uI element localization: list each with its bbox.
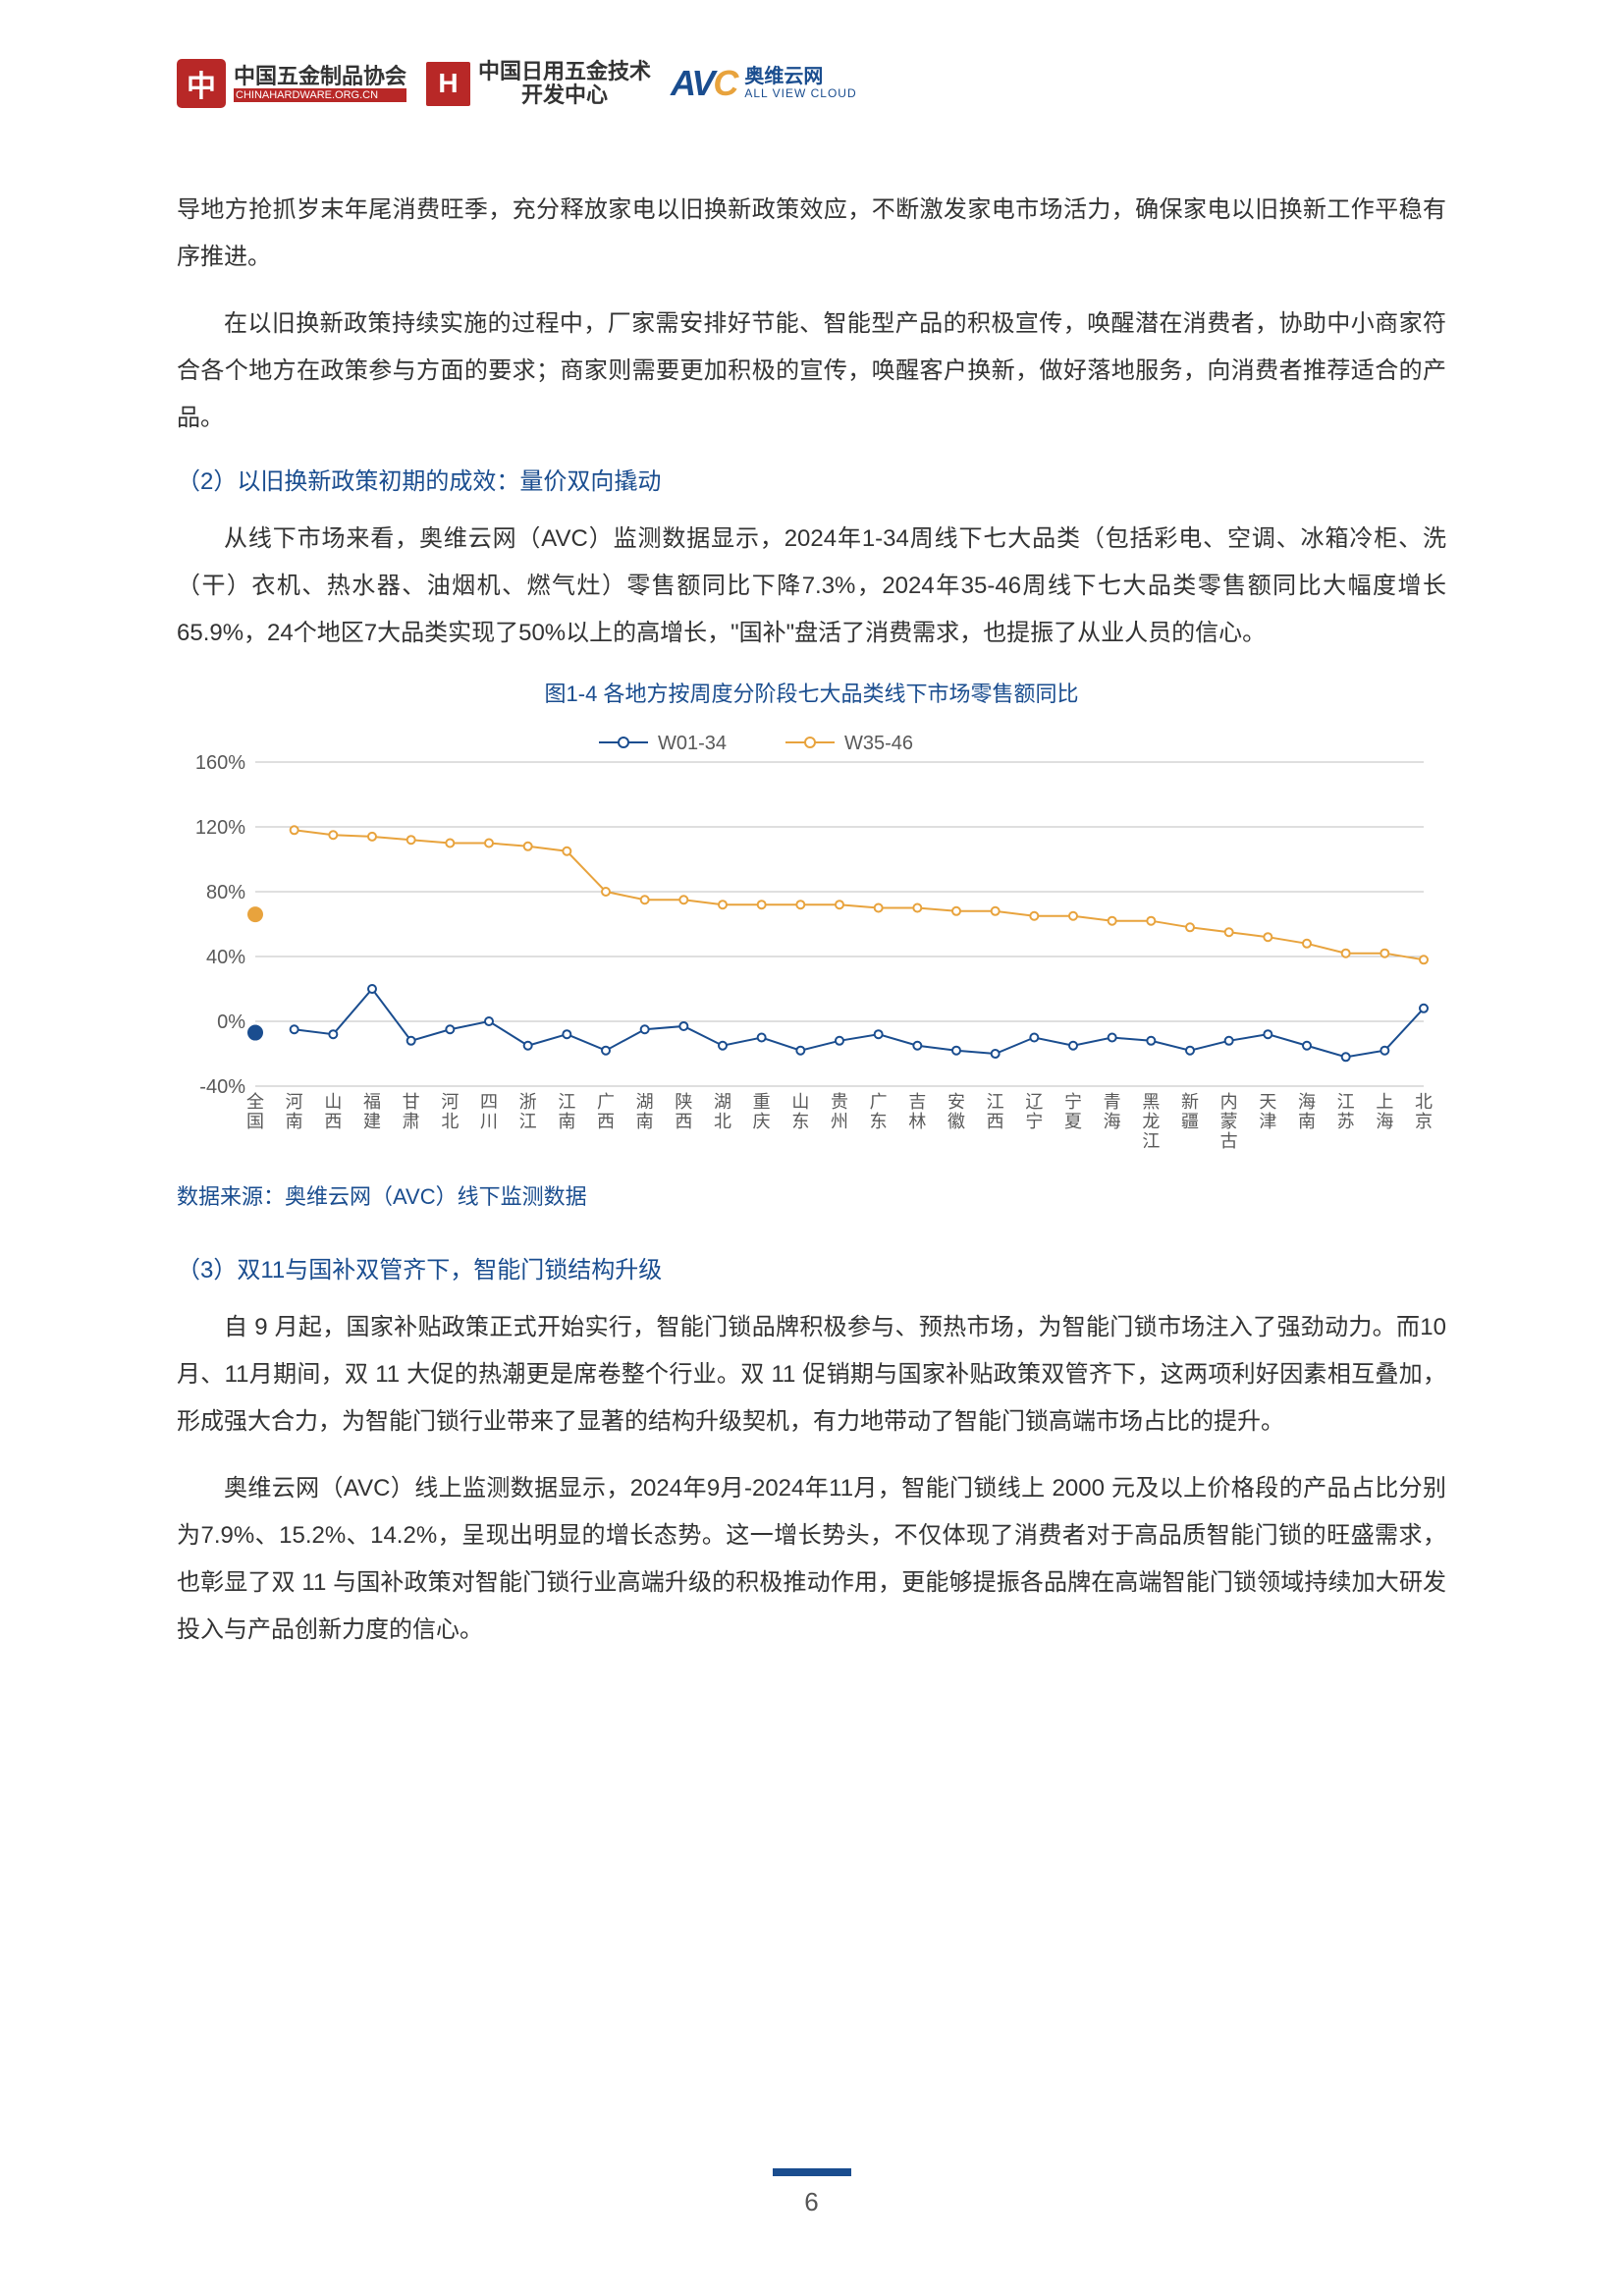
svg-text:南: 南: [636, 1112, 654, 1131]
svg-text:西: 西: [987, 1112, 1004, 1131]
svg-text:四: 四: [480, 1092, 498, 1112]
svg-text:内: 内: [1220, 1092, 1238, 1112]
svg-text:津: 津: [1259, 1112, 1276, 1131]
svg-text:北: 北: [441, 1112, 459, 1131]
svg-text:湖: 湖: [714, 1092, 731, 1112]
avc-letters: AVC: [671, 63, 736, 104]
svg-text:广: 广: [597, 1092, 615, 1112]
svg-text:南: 南: [286, 1112, 303, 1131]
svg-text:河: 河: [286, 1092, 303, 1112]
svg-text:-40%: -40%: [199, 1076, 245, 1098]
svg-text:新: 新: [1181, 1092, 1199, 1112]
svg-text:肃: 肃: [403, 1112, 420, 1131]
svg-text:州: 州: [831, 1112, 848, 1131]
org1-sub: CHINAHARDWARE.ORG.CN: [234, 88, 406, 102]
svg-text:北: 北: [714, 1112, 731, 1131]
paragraph-2: 在以旧换新政策持续实施的过程中，厂家需安排好节能、智能型产品的积极宣传，唤醒潜在…: [177, 301, 1446, 442]
avc-en: ALL VIEW CLOUD: [744, 86, 856, 100]
org2-name-l1: 中国日用五金技术: [478, 60, 651, 83]
svg-text:江: 江: [987, 1092, 1004, 1112]
svg-text:黑: 黑: [1142, 1092, 1160, 1112]
svg-text:甘: 甘: [403, 1092, 420, 1112]
svg-text:海: 海: [1376, 1112, 1393, 1131]
line-chart: -40%0%40%80%120%160%W01-34W35-46全国河南山西福建…: [177, 713, 1446, 1170]
svg-text:西: 西: [675, 1112, 692, 1131]
page-number-bar: [773, 2168, 851, 2176]
paragraph-1: 导地方抢抓岁末年尾消费旺季，充分释放家电以旧换新政策效应，不断激发家电市场活力，…: [177, 187, 1446, 281]
svg-text:南: 南: [558, 1112, 575, 1131]
svg-text:宁: 宁: [1025, 1112, 1043, 1131]
svg-text:西: 西: [597, 1112, 615, 1131]
svg-text:林: 林: [908, 1112, 926, 1131]
avc-logo: AVC 奥维云网 ALL VIEW CLOUD: [671, 63, 857, 104]
org1-name: 中国五金制品协会: [234, 65, 406, 88]
svg-text:古: 古: [1220, 1131, 1238, 1151]
svg-text:江: 江: [1142, 1131, 1160, 1151]
svg-text:蒙: 蒙: [1220, 1112, 1238, 1131]
svg-text:陕: 陕: [675, 1092, 692, 1112]
svg-text:庆: 庆: [753, 1112, 771, 1131]
svg-text:浙: 浙: [519, 1092, 537, 1112]
data-source: 数据来源：奥维云网（AVC）线下监测数据: [177, 1179, 1446, 1211]
svg-text:东: 东: [870, 1112, 888, 1131]
page-number: 6: [804, 2187, 818, 2216]
svg-text:山: 山: [791, 1092, 809, 1112]
svg-text:天: 天: [1259, 1092, 1276, 1112]
svg-text:辽: 辽: [1025, 1092, 1043, 1112]
svg-text:夏: 夏: [1064, 1112, 1082, 1131]
svg-text:W01-34: W01-34: [658, 733, 727, 754]
svg-text:福: 福: [363, 1092, 381, 1112]
svg-text:建: 建: [363, 1112, 381, 1131]
svg-text:40%: 40%: [206, 947, 245, 968]
svg-text:湖: 湖: [636, 1092, 654, 1112]
svg-text:江: 江: [1337, 1092, 1355, 1112]
svg-text:宁: 宁: [1064, 1092, 1082, 1112]
page-header: 中 中国五金制品协会 CHINAHARDWARE.ORG.CN H 中国日用五金…: [177, 59, 1446, 108]
chart-svg: -40%0%40%80%120%160%W01-34W35-46全国河南山西福建…: [177, 713, 1443, 1165]
svg-text:海: 海: [1298, 1092, 1316, 1112]
svg-text:重: 重: [753, 1092, 771, 1112]
org1-icon: 中: [177, 59, 226, 108]
page-number-block: 6: [0, 2168, 1623, 2217]
svg-text:南: 南: [1298, 1112, 1316, 1131]
svg-text:北: 北: [1415, 1092, 1433, 1112]
section-head-3: （3）双11与国补双管齐下，智能门锁结构升级: [177, 1250, 1446, 1285]
paragraph-3: 从线下市场来看，奥维云网（AVC）监测数据显示，2024年1-34周线下七大品类…: [177, 516, 1446, 657]
svg-text:全: 全: [246, 1092, 264, 1112]
svg-text:广: 广: [870, 1092, 888, 1112]
paragraph-5: 奥维云网（AVC）线上监测数据显示，2024年9月-2024年11月，智能门锁线…: [177, 1465, 1446, 1654]
svg-text:河: 河: [441, 1092, 459, 1112]
svg-text:川: 川: [480, 1112, 498, 1131]
svg-text:上: 上: [1376, 1092, 1393, 1112]
org1-logo: 中 中国五金制品协会 CHINAHARDWARE.ORG.CN: [177, 59, 406, 108]
avc-cn: 奥维云网: [744, 67, 856, 86]
svg-text:海: 海: [1104, 1112, 1121, 1131]
svg-text:西: 西: [324, 1112, 342, 1131]
svg-text:徽: 徽: [947, 1112, 965, 1131]
svg-text:江: 江: [519, 1112, 537, 1131]
svg-text:贵: 贵: [831, 1092, 848, 1112]
svg-text:W35-46: W35-46: [844, 733, 913, 754]
paragraph-4: 自 9 月起，国家补贴政策正式开始实行，智能门锁品牌积极参与、预热市场，为智能门…: [177, 1304, 1446, 1446]
svg-text:0%: 0%: [217, 1011, 245, 1033]
svg-text:江: 江: [558, 1092, 575, 1112]
svg-text:京: 京: [1415, 1112, 1433, 1131]
svg-text:120%: 120%: [195, 817, 245, 839]
svg-text:山: 山: [324, 1092, 342, 1112]
svg-text:160%: 160%: [195, 752, 245, 774]
chart-title: 图1-4 各地方按周度分阶段七大品类线下市场零售额同比: [177, 677, 1446, 708]
org2-icon: H: [426, 62, 470, 106]
section-head-2: （2）以旧换新政策初期的成效：量价双向撬动: [177, 462, 1446, 496]
svg-text:80%: 80%: [206, 882, 245, 903]
org2-name-l2: 开发中心: [478, 83, 651, 107]
svg-text:东: 东: [791, 1112, 809, 1131]
org2-logo: H 中国日用五金技术 开发中心: [426, 60, 651, 107]
svg-text:龙: 龙: [1142, 1112, 1160, 1131]
svg-text:吉: 吉: [908, 1092, 926, 1112]
svg-text:苏: 苏: [1337, 1112, 1355, 1131]
svg-text:青: 青: [1104, 1092, 1121, 1112]
svg-text:国: 国: [246, 1112, 264, 1131]
svg-text:安: 安: [947, 1092, 965, 1112]
svg-text:疆: 疆: [1181, 1112, 1199, 1131]
